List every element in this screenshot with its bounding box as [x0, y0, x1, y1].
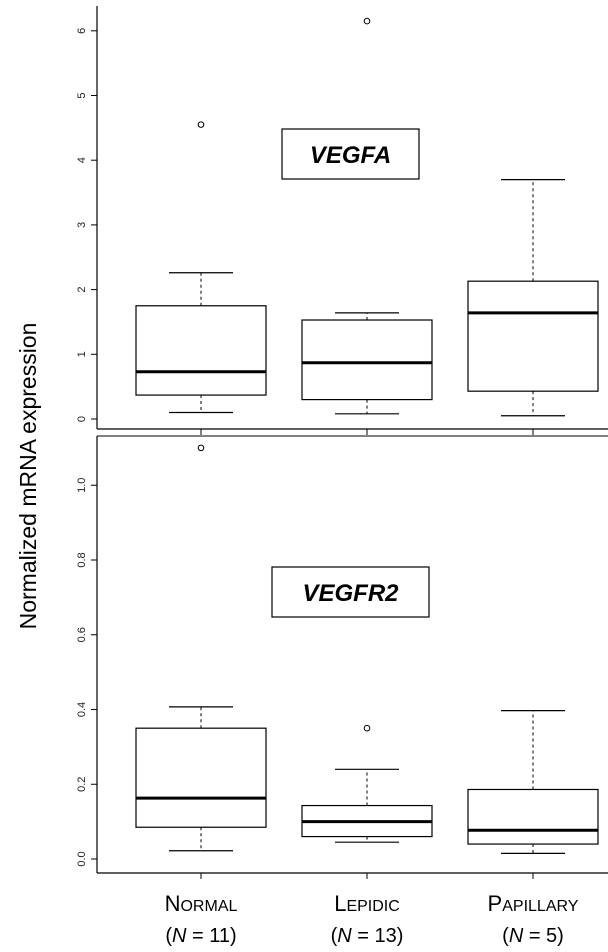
box-normal — [135, 121, 267, 414]
gene-label: VEGFR2 — [302, 580, 399, 607]
gene-label-box — [281, 128, 420, 180]
box-normal — [135, 444, 267, 852]
category-label: LEPIDIC — [334, 891, 400, 916]
iqr-box — [301, 319, 433, 401]
box-papillary — [467, 710, 599, 854]
outlier-point — [363, 17, 371, 25]
iqr-box — [135, 305, 267, 396]
y-tick-label: 0.0 — [76, 851, 88, 866]
box-lepidic — [301, 17, 433, 415]
y-tick-label: 5 — [76, 92, 88, 98]
y-tick-label: 3 — [76, 222, 88, 228]
iqr-box — [135, 727, 267, 828]
box-lepidic — [301, 724, 433, 843]
y-tick-label: 1 — [76, 351, 88, 357]
box-papillary — [467, 179, 599, 417]
y-tick-label: 6 — [76, 28, 88, 34]
outlier-point — [363, 724, 371, 732]
y-tick-label: 0.6 — [76, 627, 88, 642]
y-axis-label: Normalized mRNA expression — [15, 323, 41, 630]
gene-label: VEGFA — [310, 142, 391, 169]
category-labels-layer: NORMAL (N = 11) LEPIDIC (N = 13) PAPILLARY (N… — [165, 891, 579, 947]
panels-layer: 0 1 2 3 4 5 6 VEGFA 0.0 0.2 0.4 0.6 0.8 1.0 VEGFR2 — [76, 6, 608, 879]
category-label: NORMAL — [165, 891, 238, 916]
panel-vegfr2: 0.0 0.2 0.4 0.6 0.8 1.0 VEGFR2 — [76, 435, 608, 879]
category-label: PAPILLARY — [488, 891, 579, 916]
outlier-point — [197, 444, 205, 452]
category-n-label: (N = 11) — [165, 925, 236, 947]
category-n-label: (N = 5) — [502, 925, 564, 947]
y-tick-label: 1.0 — [76, 478, 88, 493]
y-tick-label: 0 — [76, 416, 88, 422]
y-tick-label: 0.8 — [76, 552, 88, 567]
panel-vegfa: 0 1 2 3 4 5 6 VEGFA — [76, 6, 608, 435]
y-tick-label: 0.2 — [76, 777, 88, 792]
iqr-box — [467, 280, 599, 392]
gene-label-box — [271, 566, 430, 618]
outlier-point — [197, 121, 205, 128]
y-tick-label: 0.4 — [76, 702, 88, 717]
iqr-box — [467, 788, 599, 845]
y-tick-label: 2 — [76, 287, 88, 293]
category-n-label: (N = 13) — [331, 925, 404, 947]
y-tick-label: 4 — [76, 157, 88, 163]
